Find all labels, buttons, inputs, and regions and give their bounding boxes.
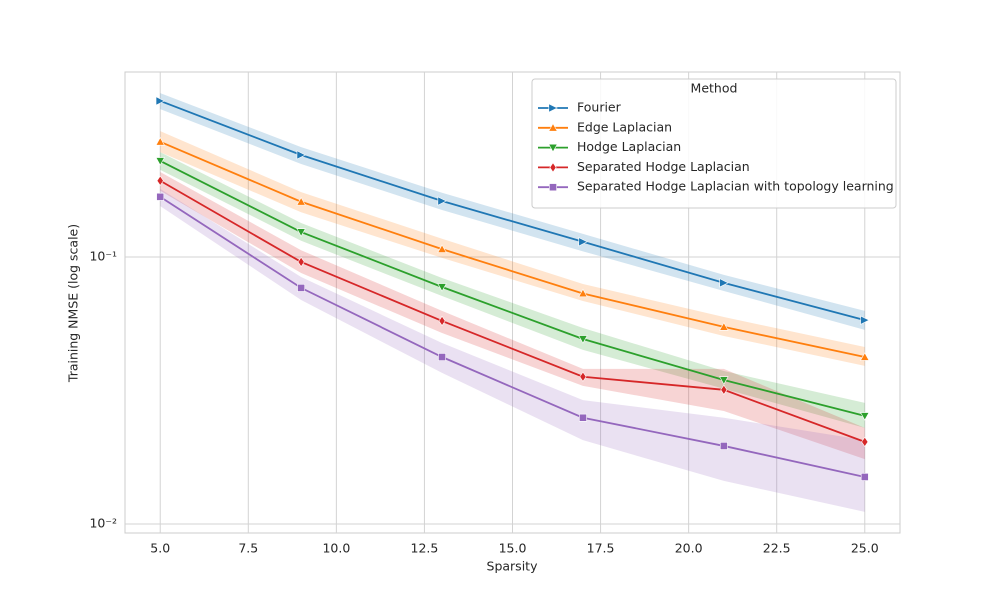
x-tick-label: 15.0 — [499, 541, 527, 556]
series-line — [159, 160, 865, 417]
x-tick-label: 12.5 — [411, 541, 439, 556]
confidence-band — [160, 188, 865, 512]
marker — [437, 196, 447, 206]
confidence-band — [160, 93, 865, 330]
marker — [860, 412, 870, 421]
marker — [155, 96, 166, 106]
marker — [155, 136, 165, 146]
marker — [548, 103, 558, 113]
x-tick-label: 20.0 — [675, 541, 703, 556]
legend-label: Separated Hodge Laplacian — [577, 159, 750, 174]
marker — [719, 442, 728, 450]
y-axis-label: Training NMSE (log scale) — [66, 224, 81, 383]
marker — [156, 175, 164, 186]
marker — [438, 315, 446, 327]
marker — [579, 413, 587, 422]
y-tick-label: 10⁻² — [89, 515, 117, 530]
marker — [438, 353, 446, 361]
x-tick-label: 22.5 — [763, 541, 791, 556]
legend-label: Hodge Laplacian — [577, 139, 681, 154]
legend-label: Edge Laplacian — [577, 119, 672, 134]
x-tick-label: 7.5 — [238, 541, 258, 556]
marker — [860, 352, 870, 361]
marker — [549, 183, 557, 192]
marker — [155, 157, 165, 166]
y-tick-label: 10⁻¹ — [89, 248, 117, 263]
marker — [549, 162, 557, 173]
x-tick-label: 25.0 — [851, 541, 879, 556]
marker — [297, 256, 305, 268]
x-tick-label: 10.0 — [322, 541, 350, 556]
marker — [297, 283, 306, 292]
marker — [719, 278, 729, 288]
series-line — [159, 140, 865, 358]
marker — [156, 192, 165, 201]
series-line — [159, 196, 865, 478]
marker — [719, 322, 729, 331]
marker — [719, 376, 729, 385]
marker — [861, 436, 869, 448]
marker — [720, 384, 728, 395]
marker — [578, 237, 588, 247]
x-tick-label: 5.0 — [150, 541, 170, 556]
marker — [578, 288, 588, 298]
x-axis-label: Sparsity — [487, 559, 539, 574]
marker — [296, 196, 306, 206]
marker — [437, 283, 447, 292]
marker — [860, 315, 870, 325]
series-line — [159, 179, 866, 443]
legend-box — [531, 78, 897, 209]
legend-label: Fourier — [577, 100, 622, 115]
marker — [548, 122, 558, 132]
marker — [296, 228, 306, 237]
confidence-band — [160, 152, 865, 428]
marker — [548, 143, 558, 153]
marker — [437, 244, 447, 253]
x-tick-label: 17.5 — [587, 541, 615, 556]
marker — [578, 335, 588, 344]
legend-title: Method — [691, 81, 738, 96]
marker — [296, 150, 307, 160]
marker — [579, 371, 587, 382]
series-line — [159, 100, 866, 322]
marker — [860, 473, 869, 481]
legend-label: Separated Hodge Laplacian with topology … — [577, 179, 894, 194]
